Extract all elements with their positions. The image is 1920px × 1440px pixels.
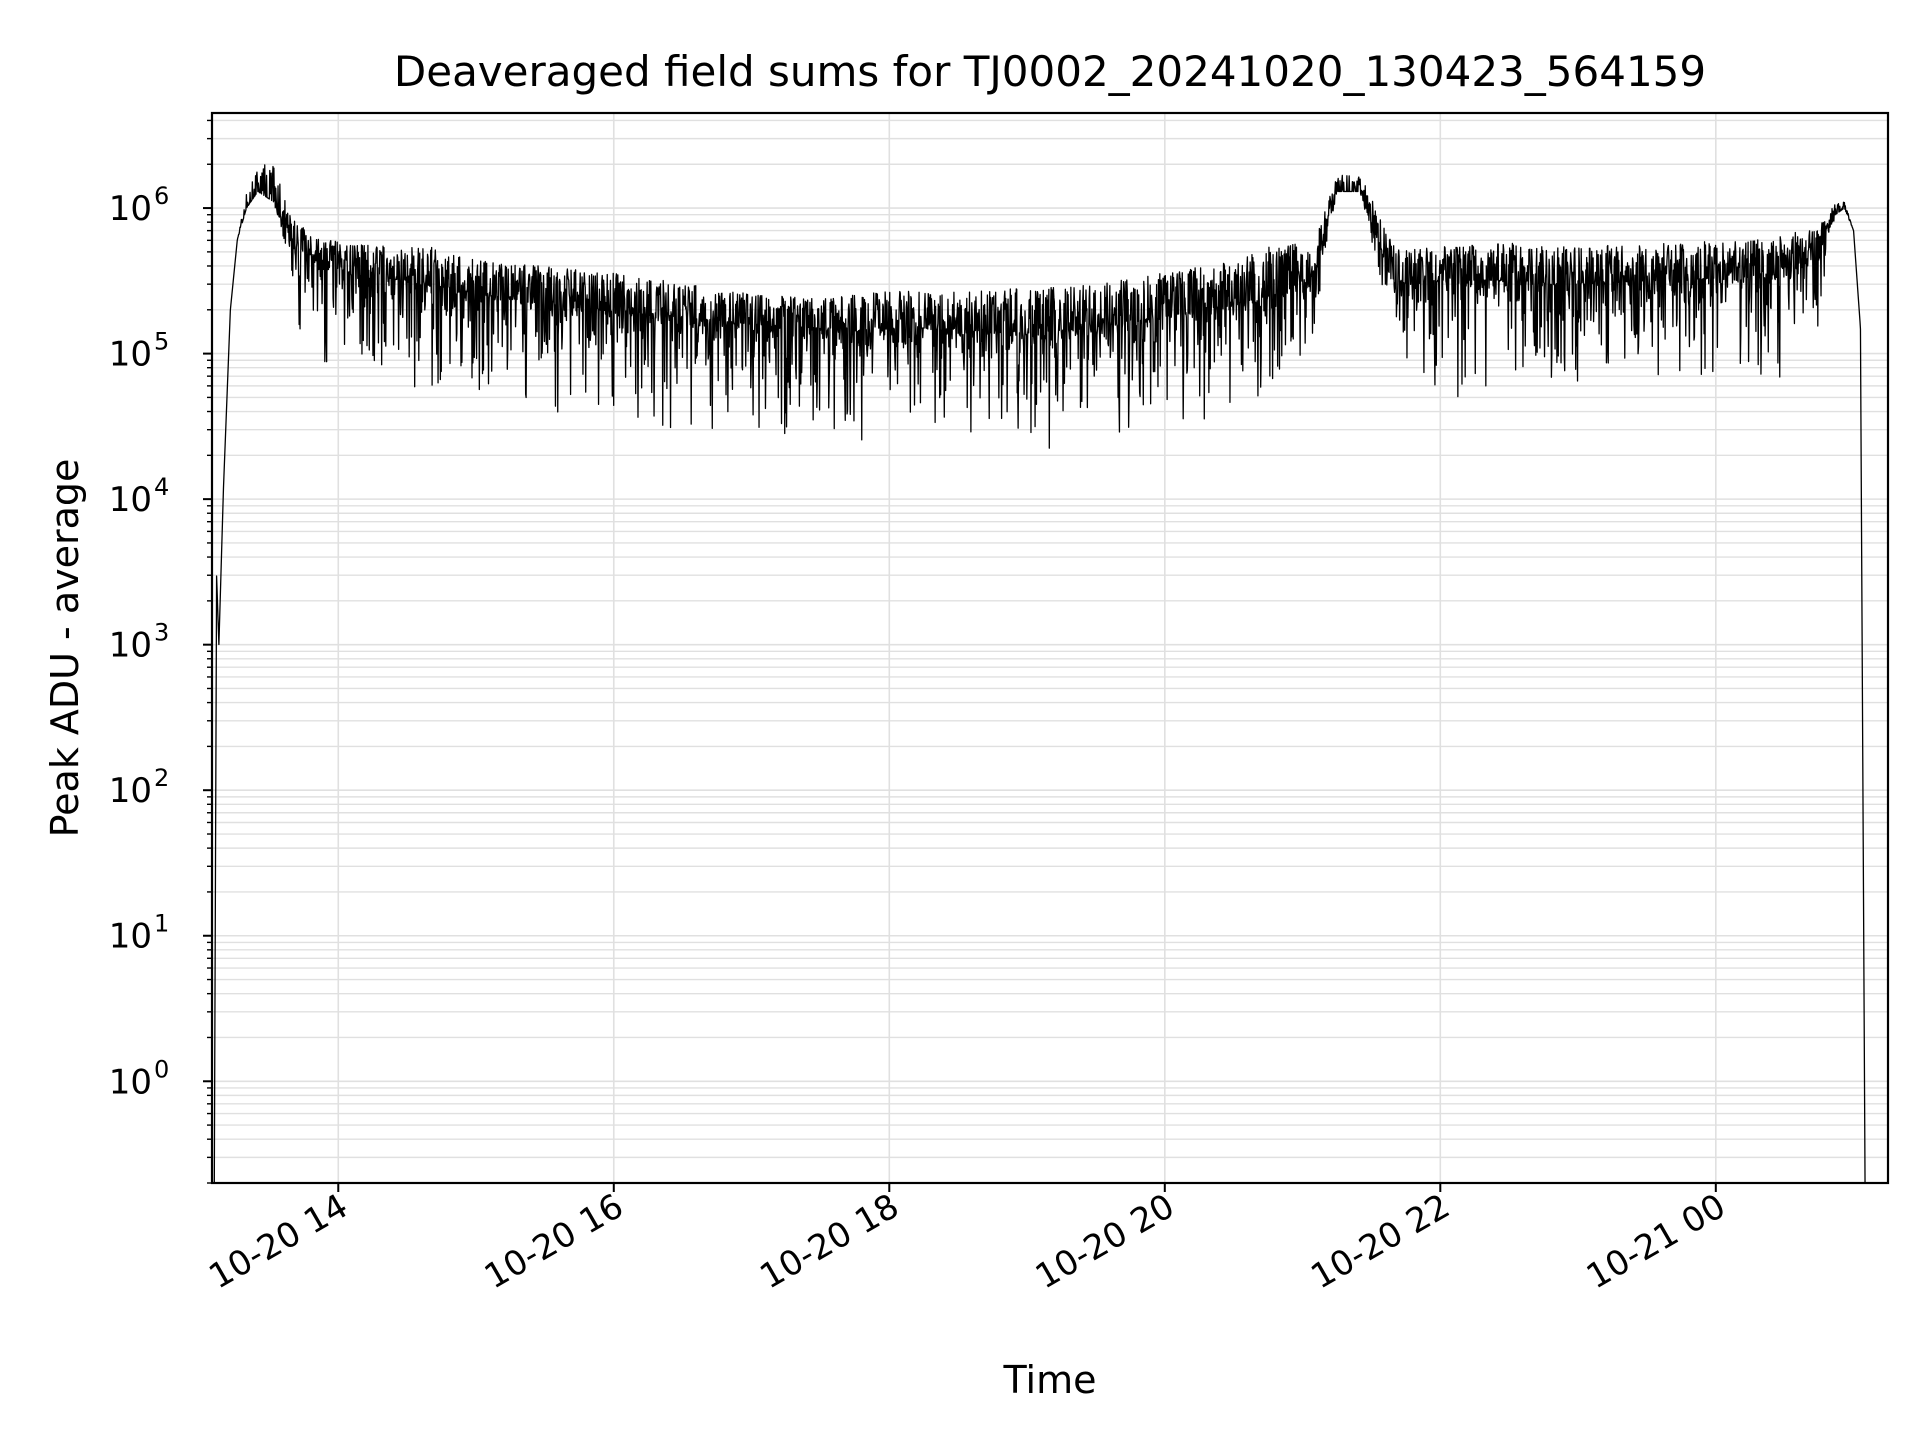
series-line (213, 164, 1866, 1183)
y-tick-exponent: 0 (154, 1055, 169, 1083)
y-axis-label: Peak ADU - average (43, 459, 87, 838)
y-tick-label: 10 (109, 626, 152, 666)
y-tick-label: 10 (109, 335, 152, 375)
y-tick-label: 10 (109, 189, 152, 229)
y-tick-exponent: 2 (154, 764, 169, 792)
y-tick-exponent: 4 (154, 473, 169, 501)
y-tick-label: 10 (109, 771, 152, 811)
x-axis-label: Time (1003, 1358, 1097, 1402)
y-tick-exponent: 6 (154, 182, 169, 210)
y-tick-label: 10 (109, 480, 152, 520)
plot-area-frame (210, 111, 1890, 1185)
y-tick-label: 10 (109, 917, 152, 957)
y-tick-exponent: 5 (154, 328, 169, 356)
grid (212, 113, 1888, 1184)
y-tick-exponent: 1 (154, 910, 169, 938)
y-tick-exponent: 3 (154, 619, 169, 647)
y-tick-label: 10 (109, 1062, 152, 1102)
chart-title: Deaveraged field sums for TJ0002_2024102… (394, 47, 1706, 96)
